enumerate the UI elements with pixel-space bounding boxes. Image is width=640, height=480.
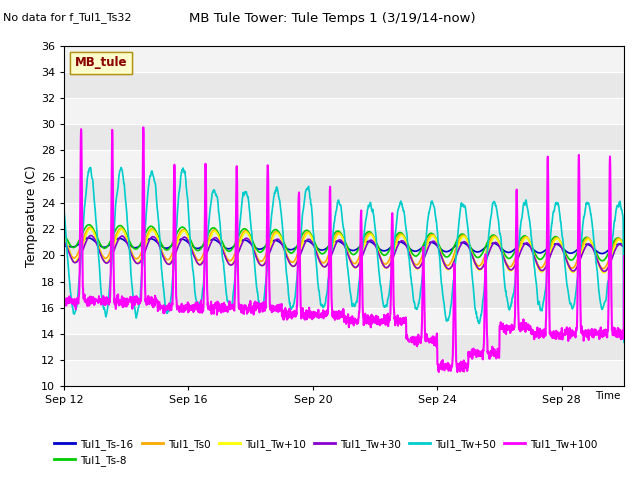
Bar	[64, 46, 624, 72]
Text: MB Tule Tower: Tule Temps 1 (3/19/14-now): MB Tule Tower: Tule Temps 1 (3/19/14-now…	[189, 12, 476, 25]
Legend: Tul1_Ts-16, Tul1_Ts-8, Tul1_Ts0, Tul1_Tw+10, Tul1_Tw+30, Tul1_Tw+50, Tul1_Tw+100: Tul1_Ts-16, Tul1_Ts-8, Tul1_Ts0, Tul1_Tw…	[50, 434, 602, 470]
Legend: MB_tule: MB_tule	[70, 51, 132, 74]
Text: No data for f_Tul1_Ts32: No data for f_Tul1_Ts32	[3, 12, 132, 23]
Bar	[64, 255, 624, 282]
Bar	[64, 98, 624, 124]
Y-axis label: Temperature (C): Temperature (C)	[25, 165, 38, 267]
Bar	[64, 150, 624, 177]
Text: Time: Time	[595, 391, 621, 401]
Bar	[64, 308, 624, 334]
Bar	[64, 203, 624, 229]
Bar	[64, 360, 624, 386]
